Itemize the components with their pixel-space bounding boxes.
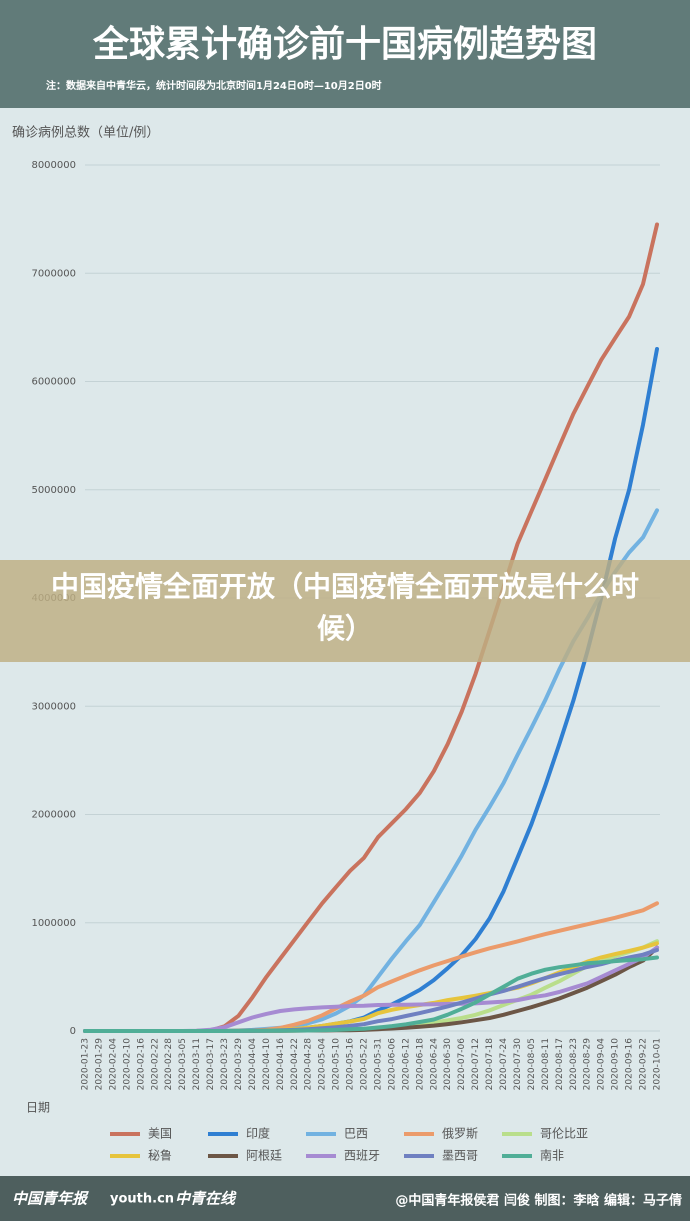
footer-logo: 中青在线 — [175, 1190, 237, 1208]
x-tick-label: 2020-06-30 — [443, 1038, 453, 1091]
x-tick-label: 2020-09-10 — [611, 1038, 621, 1091]
x-tick-label: 2020-03-05 — [178, 1038, 188, 1090]
x-tick-label: 2020-03-11 — [192, 1038, 202, 1090]
x-tick-label: 2020-07-18 — [485, 1038, 495, 1091]
header-bg — [0, 0, 690, 108]
x-tick-label: 2020-09-04 — [597, 1038, 607, 1091]
legend-label: 南非 — [540, 1148, 564, 1163]
x-tick-label: 2020-08-17 — [555, 1038, 565, 1090]
chart-title: 全球累计确诊前十国病例趋势图 — [92, 23, 597, 65]
legend-label: 秘鲁 — [148, 1149, 172, 1163]
banner-box: 中国疫情全面开放（中国疫情全面开放是什么时候） — [50, 570, 639, 645]
x-tick-label: 2020-07-24 — [499, 1038, 509, 1091]
x-tick-label: 2020-05-16 — [346, 1038, 356, 1091]
x-tick-label: 2020-05-04 — [318, 1038, 328, 1091]
x-tick-label: 2020-07-12 — [471, 1038, 481, 1090]
legend-label: 哥伦比亚 — [540, 1126, 588, 1141]
x-tick-label: 2020-07-30 — [513, 1038, 523, 1091]
y-tick-label: 2000000 — [31, 810, 76, 821]
x-tick-label: 2020-08-23 — [569, 1038, 579, 1090]
x-tick-label: 2020-09-22 — [639, 1038, 649, 1090]
x-tick-label: 2020-02-04 — [108, 1038, 118, 1091]
banner-text: 中国疫情全面开放（中国疫情全面开放是什么时候） — [50, 570, 639, 645]
chart-note: 注：数据来自中青华云，统计时间段为北京时间1月24日0时—10月2日0时 — [46, 79, 382, 92]
legend-label: 美国 — [148, 1127, 172, 1141]
x-tick-label: 2020-01-23 — [81, 1038, 91, 1090]
footer-credit: @中国青年报侯君 闫俊 制图：李晗 编辑：马子倩 — [395, 1193, 682, 1209]
x-tick-label: 2020-05-10 — [332, 1038, 342, 1091]
x-axis-label: 日期 — [26, 1101, 50, 1115]
y-tick-label: 5000000 — [31, 485, 76, 496]
y-tick-label: 8000000 — [31, 160, 76, 171]
x-tick-label: 2020-04-04 — [248, 1038, 258, 1091]
x-tick-label: 2020-04-22 — [290, 1038, 300, 1090]
series-line — [83, 955, 659, 1033]
legend-label: 西班牙 — [344, 1149, 380, 1163]
legend-label: 印度 — [246, 1126, 270, 1141]
y-tick-label: 1000000 — [31, 918, 76, 929]
banner-bg — [0, 560, 690, 662]
x-tick-label: 2020-05-31 — [373, 1038, 383, 1090]
x-tick-label: 2020-01-29 — [94, 1038, 104, 1091]
x-tick-label: 2020-02-28 — [164, 1038, 174, 1091]
x-tick-label: 2020-02-22 — [150, 1038, 160, 1090]
x-tick-label: 2020-03-17 — [206, 1038, 216, 1090]
legend-label: 墨西哥 — [442, 1149, 478, 1163]
x-tick-label: 2020-03-29 — [234, 1038, 244, 1091]
legend-label: 巴西 — [344, 1127, 368, 1141]
y-axis-label: 确诊病例总数（单位/例） — [12, 126, 159, 141]
x-tick-label: 2020-06-24 — [429, 1038, 439, 1091]
legend-label: 俄罗斯 — [442, 1127, 478, 1141]
x-tick-label: 2020-08-05 — [527, 1038, 537, 1090]
y-tick-label: 3000000 — [31, 701, 76, 712]
y-tick-label: 7000000 — [31, 268, 76, 279]
x-tick-label: 2020-02-10 — [122, 1038, 132, 1091]
y-tick-label: 0 — [70, 1026, 76, 1037]
x-tick-label: 2020-04-16 — [276, 1038, 286, 1091]
x-tick-label: 2020-08-29 — [583, 1038, 593, 1091]
x-tick-label: 2020-08-11 — [541, 1038, 551, 1090]
x-tick-label: 2020-10-01 — [653, 1038, 663, 1090]
x-tick-label: 2020-05-22 — [360, 1038, 370, 1090]
footer-logo: 中国青年报 — [12, 1190, 89, 1208]
legend-label: 阿根廷 — [246, 1149, 282, 1163]
x-tick-label: 2020-09-16 — [625, 1038, 635, 1091]
x-tick-label: 2020-03-23 — [220, 1038, 230, 1090]
x-tick-label: 2020-07-06 — [457, 1038, 467, 1091]
x-tick-label: 2020-06-18 — [415, 1038, 425, 1091]
footer-bg — [0, 1176, 690, 1221]
x-tick-label: 2020-04-28 — [304, 1038, 314, 1091]
x-tick-label: 2020-06-06 — [387, 1038, 397, 1091]
x-tick-label: 2020-04-10 — [262, 1038, 272, 1091]
footer-logo: youth.cn — [110, 1192, 174, 1207]
y-tick-label: 6000000 — [31, 377, 76, 388]
x-tick-label: 2020-06-12 — [401, 1038, 411, 1090]
x-tick-label: 2020-02-16 — [136, 1038, 146, 1091]
